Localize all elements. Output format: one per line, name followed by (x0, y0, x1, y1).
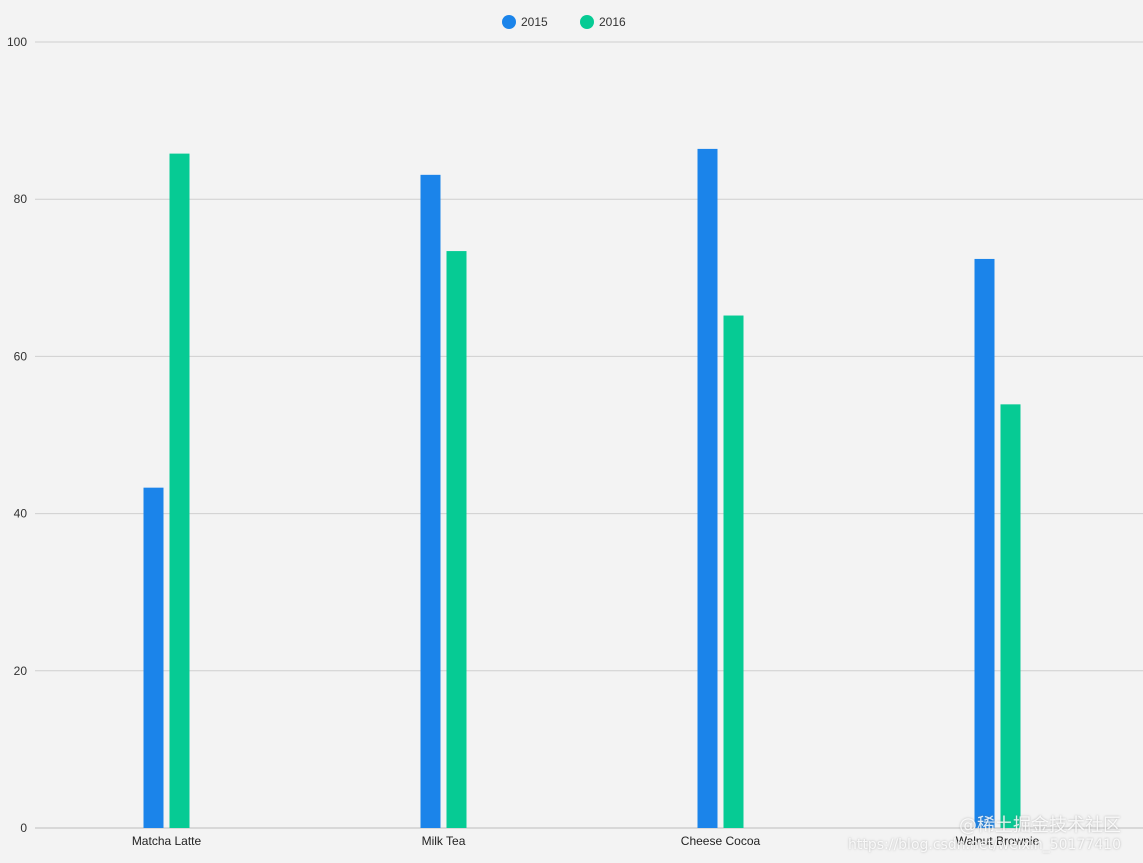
bar-2015-3 (974, 258, 995, 828)
bar-2016-1 (446, 251, 467, 829)
y-tick-label-0: 0 (20, 821, 27, 835)
legend-marker-2016 (580, 15, 594, 29)
bar-2015-1 (420, 174, 441, 829)
y-tick-label-60: 60 (14, 349, 28, 363)
x-tick-label-2: Cheese Cocoa (681, 834, 761, 848)
watermark: @稀土掘金技术社区 https://blog.csdn.net/weixin_5… (848, 816, 1121, 853)
y-tick-label-20: 20 (14, 664, 28, 678)
x-tick-label-3: Walnut Brownie (956, 834, 1040, 848)
legend-marker-2015 (502, 15, 516, 29)
y-tick-label-40: 40 (14, 507, 28, 521)
y-tick-label-100: 100 (7, 35, 27, 49)
bar-2015-0 (143, 487, 164, 828)
bar-2015-2 (697, 148, 718, 828)
watermark-url: https://blog.csdn.net/weixin_50177410 (847, 836, 1121, 853)
x-tick-label-1: Milk Tea (422, 834, 466, 848)
x-tick-label-0: Matcha Latte (132, 834, 202, 848)
y-tick-label-80: 80 (14, 192, 28, 206)
legend-label-2015: 2015 (521, 15, 548, 29)
bar-2016-3 (1000, 404, 1021, 828)
legend-label-2016: 2016 (599, 15, 626, 29)
bar-2016-2 (723, 315, 744, 828)
watermark-main: @稀土掘金技术社区 (959, 815, 1121, 837)
bar-2016-0 (169, 153, 190, 828)
